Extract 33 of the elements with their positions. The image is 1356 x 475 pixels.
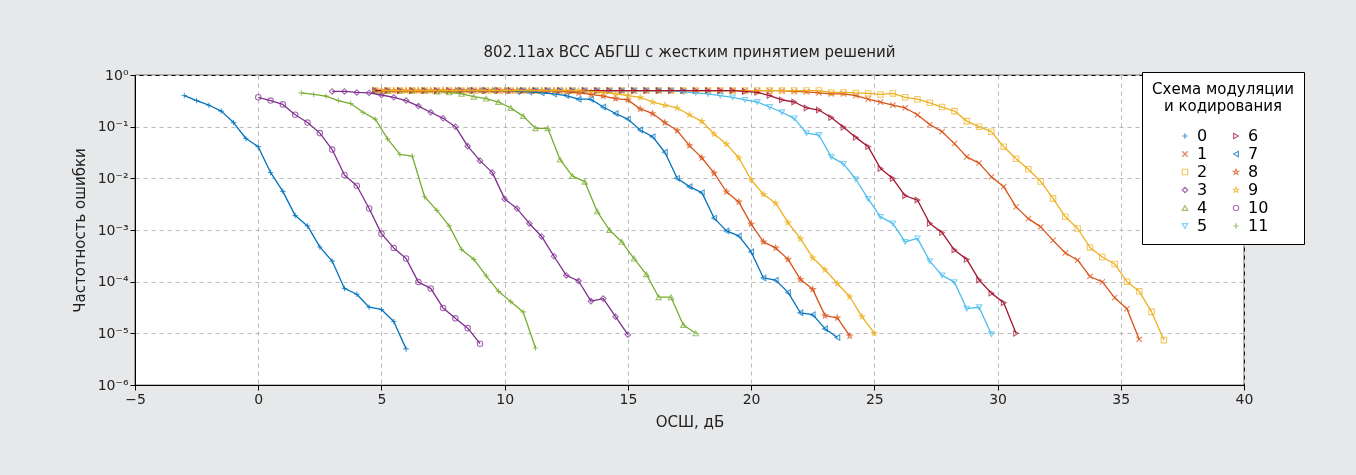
x-tick-label: 30 [989,390,1007,407]
x-axis-title: ОСШ, дБ [655,412,725,431]
legend-label: 4 [1197,198,1208,217]
legend-label: 9 [1248,180,1259,199]
y-tick-label: 10⁰ [105,66,129,83]
legend-label: 7 [1248,144,1259,163]
x-tick-label: 10 [496,390,515,407]
legend-label: 0 [1197,126,1208,145]
legend-label: 6 [1248,126,1259,145]
legend-label: 3 [1197,180,1208,199]
y-tick-label: 10⁻² [97,169,129,186]
x-tick-label: 15 [619,390,638,407]
x-tick-label: 20 [742,390,761,407]
y-tick-label: 10⁻⁶ [97,376,129,393]
y-tick-label: 10⁻⁴ [97,273,129,290]
y-tick-label: 10⁻¹ [97,118,129,135]
legend-label: 11 [1248,216,1269,235]
legend-label: 8 [1248,162,1259,181]
y-tick-label: 10⁻³ [97,221,129,238]
x-tick-label: −5 [125,390,146,407]
legend-title: Схема модуляции и кодирования [1152,80,1294,115]
chart-title: 802.11ax BCC АБГШ с жестким принятием решений [483,43,896,61]
legend-label: 1 [1197,144,1208,163]
legend-label: 5 [1197,216,1208,235]
x-tick-label: 0 [254,390,264,407]
y-tick-label: 10⁻⁵ [97,324,129,341]
x-tick-label: 25 [865,390,884,407]
x-tick-label: 40 [1235,390,1254,407]
x-tick-label: 5 [377,390,387,407]
legend-label: 2 [1197,162,1208,181]
x-tick-label: 35 [1112,390,1131,407]
legend-label: 10 [1248,198,1269,217]
y-axis-title: Частотность ошибки [70,148,89,313]
